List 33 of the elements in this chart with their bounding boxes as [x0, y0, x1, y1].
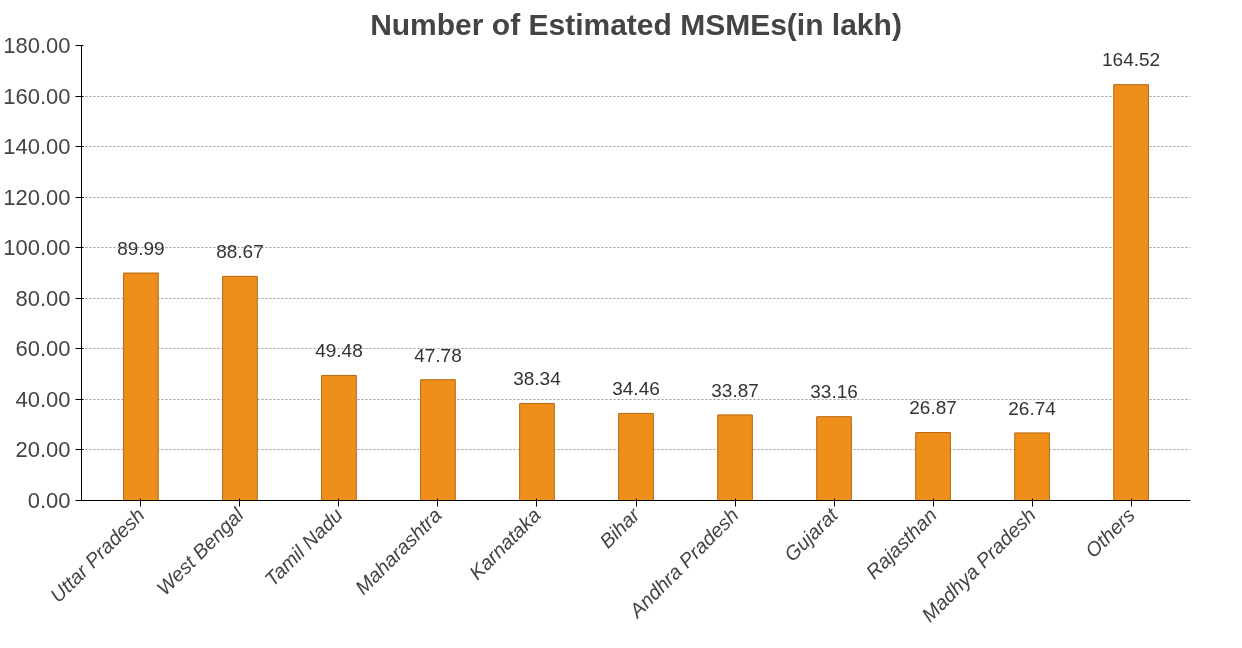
y-tick-label: 60.00 [15, 336, 71, 362]
bar [915, 432, 951, 501]
bar [123, 272, 159, 501]
data-label: 33.87 [711, 379, 759, 401]
y-tick-label: 80.00 [15, 285, 71, 311]
data-label: 88.67 [216, 241, 264, 263]
y-tick-label: 140.00 [3, 134, 71, 160]
data-label: 33.16 [810, 381, 858, 403]
bar [1113, 84, 1149, 501]
y-tick-label: 20.00 [15, 437, 71, 463]
data-label: 164.52 [1102, 49, 1161, 71]
y-tick-label: 160.00 [3, 83, 71, 109]
chart-title: Number of Estimated MSMEs(in lakh) [370, 7, 902, 41]
bar [1014, 432, 1050, 501]
y-tick-label: 180.00 [3, 33, 71, 58]
data-label: 34.46 [612, 378, 660, 400]
bar [618, 412, 654, 501]
data-label: 47.78 [414, 344, 462, 366]
y-tick-label: 0.00 [27, 488, 71, 513]
data-label: 49.48 [315, 340, 363, 362]
data-label: 26.74 [1008, 397, 1057, 419]
y-tick-label: 100.00 [3, 235, 71, 261]
bar [321, 374, 357, 501]
bar [222, 275, 258, 501]
y-tick-label: 40.00 [15, 386, 71, 412]
bar [816, 416, 852, 501]
data-label: 38.34 [513, 368, 562, 390]
data-label: 26.87 [909, 397, 957, 419]
bar [717, 414, 753, 501]
data-label: 89.99 [117, 237, 165, 259]
bar [420, 379, 456, 501]
bar [519, 403, 555, 501]
y-tick-label: 120.00 [3, 184, 71, 210]
